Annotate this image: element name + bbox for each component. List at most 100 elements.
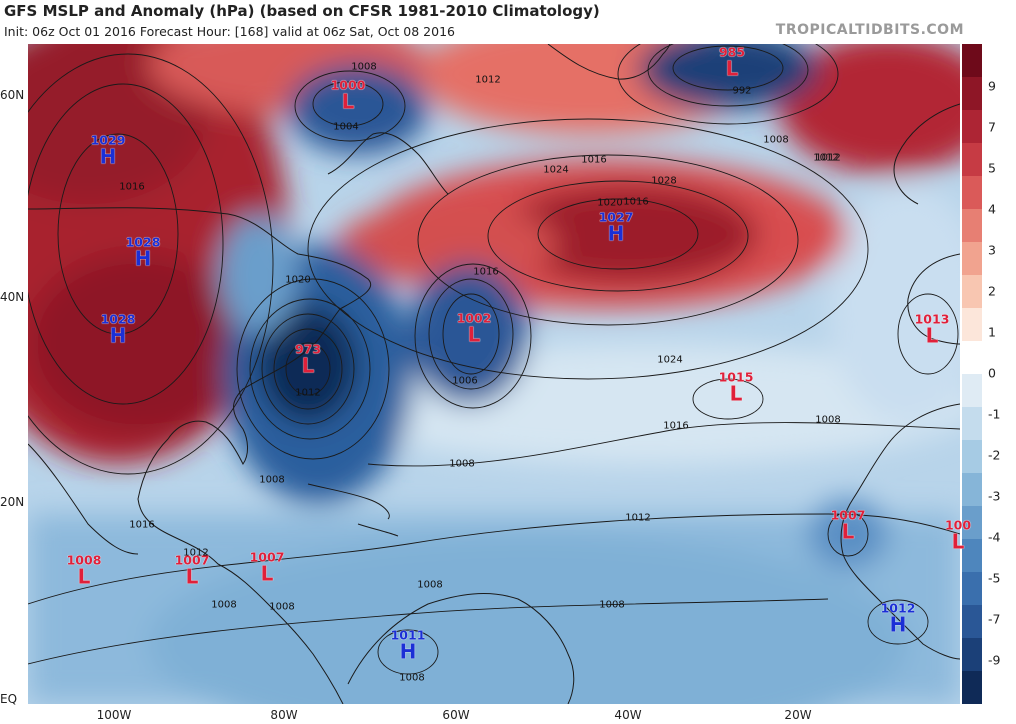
colorbar-bin (962, 176, 982, 210)
colorbar-tick-label: -5 (988, 570, 1001, 586)
isobar-label: 1016 (129, 519, 155, 531)
colorbar-tick-label: 1 (988, 324, 996, 340)
isobar-label: 1024 (657, 354, 683, 366)
isobar-label: 1016 (119, 181, 145, 193)
pressure-symbol: L (925, 323, 939, 348)
pressure-value: 1011 (390, 627, 426, 643)
pressure-symbol: L (729, 381, 743, 406)
latitude-label: 60N (0, 88, 25, 102)
isobar-label: 1008 (399, 672, 425, 684)
colorbar-bin (962, 473, 982, 507)
pressure-symbol: H (889, 612, 907, 637)
latitude-label: 40N (0, 290, 25, 304)
low-pressure-center: 1000 L (331, 79, 366, 112)
colorbar-scale (962, 44, 982, 705)
colorbar-bin (962, 110, 982, 144)
isobars (28, 44, 960, 675)
colorbar-tick-label: 9 (988, 78, 996, 94)
colorbar-tick-label: -2 (988, 447, 1001, 463)
longitude-label: 40W (614, 708, 642, 722)
isobar-label: 1012 (815, 152, 841, 164)
colorbar-bin (962, 209, 982, 243)
anomaly-field (28, 44, 960, 704)
colorbar-bin (962, 605, 982, 639)
colorbar-bin (962, 506, 982, 540)
low-pressure-center: 1008 L (67, 554, 102, 587)
colorbar-tick-label: -7 (988, 611, 1001, 627)
colorbar-bin (962, 638, 982, 672)
isobar-label: 1016 (581, 154, 607, 166)
pressure-value: 973 (294, 341, 322, 357)
isobar-label: 1008 (763, 134, 789, 146)
pressure-value: 985 (718, 44, 746, 60)
isobar-label: 1004 (333, 121, 359, 133)
colorbar-bin (962, 242, 982, 276)
isobar-label: 1008 (417, 579, 443, 591)
pressure-symbol: H (109, 323, 127, 348)
isobar-label: 1012 (295, 387, 321, 399)
header: GFS MSLP and Anomaly (hPa) (based on CFS… (0, 0, 1016, 44)
high-pressure-center: 1029 H (91, 134, 126, 167)
longitude-label: 80W (270, 708, 298, 722)
colorbar-bin (962, 341, 982, 375)
isobar-label: 1012 (813, 152, 839, 164)
pressure-value: 1028 (125, 234, 161, 250)
colorbar-tick-label: 5 (988, 160, 996, 176)
low-pressure-center: 1013 L (915, 313, 950, 346)
high-pressure-center: 1011 H (391, 629, 426, 662)
colorbar-tick-label: 3 (988, 242, 996, 258)
pressure-value: 1028 (100, 311, 136, 327)
isobar-label: 1008 (815, 414, 841, 426)
colorbar-tick-label: 2 (988, 283, 996, 299)
pressure-value: 1012 (880, 600, 916, 616)
colorbar (962, 44, 982, 705)
low-pressure-center: 1007 L (175, 554, 210, 587)
colorbar-tick-label: -3 (988, 488, 1001, 504)
high-pressure-center: 1027 H (599, 211, 634, 244)
low-pressure-center: 100 L (945, 519, 971, 552)
coastlines (28, 44, 960, 704)
isobar-label: 1020 (597, 197, 623, 209)
isobar-label: 1008 (259, 474, 285, 486)
colorbar-bin (962, 275, 982, 309)
isobar-label: 1012 (475, 74, 501, 86)
isobar-label: 1012 (183, 547, 209, 559)
colorbar-bin (962, 77, 982, 111)
pressure-symbol: L (341, 89, 355, 114)
low-pressure-center: 985 L (719, 46, 745, 79)
colorbar-bin (962, 44, 982, 78)
colorbar-tick-label: -9 (988, 652, 1001, 668)
colorbar-tick-label: 7 (988, 119, 996, 135)
low-pressure-center: 1002 L (457, 312, 492, 345)
colorbar-tick-label: 0 (988, 365, 996, 381)
longitude-label: 20W (784, 708, 812, 722)
isobar-label: 1020 (285, 274, 311, 286)
pressure-value: 1000 (330, 77, 366, 93)
pressure-symbol: L (185, 564, 199, 589)
colorbar-bin (962, 572, 982, 606)
pressure-symbol: L (467, 322, 481, 347)
pressure-symbol: H (134, 246, 152, 271)
low-pressure-center: 1015 L (719, 371, 754, 404)
pressure-symbol: H (99, 144, 117, 169)
pressure-symbol: L (77, 564, 91, 589)
isobar-label: 1008 (599, 599, 625, 611)
pressure-value: 100 (944, 517, 972, 533)
longitude-label: 100W (96, 708, 132, 722)
pressure-symbol: L (301, 353, 315, 378)
isobar-label: 1024 (543, 164, 569, 176)
pressure-symbol: L (260, 561, 274, 586)
map-subtitle: Init: 06z Oct 01 2016 Forecast Hour: [16… (4, 24, 455, 39)
high-pressure-center: 1012 H (881, 602, 916, 635)
pressure-value: 1027 (598, 209, 634, 225)
colorbar-tick-label: -4 (988, 529, 1001, 545)
pressure-symbol: L (951, 529, 965, 554)
low-pressure-center: 973 L (295, 343, 321, 376)
brand-watermark: TROPICALTIDBITS.COM (775, 22, 964, 38)
longitude-label: 60W (442, 708, 470, 722)
pressure-value: 1007 (830, 507, 866, 523)
isobar-label: 1012 (625, 512, 651, 524)
pressure-value: 1015 (718, 369, 754, 385)
latitude-label: 20N (0, 495, 25, 509)
pressure-value: 1007 (249, 549, 285, 565)
